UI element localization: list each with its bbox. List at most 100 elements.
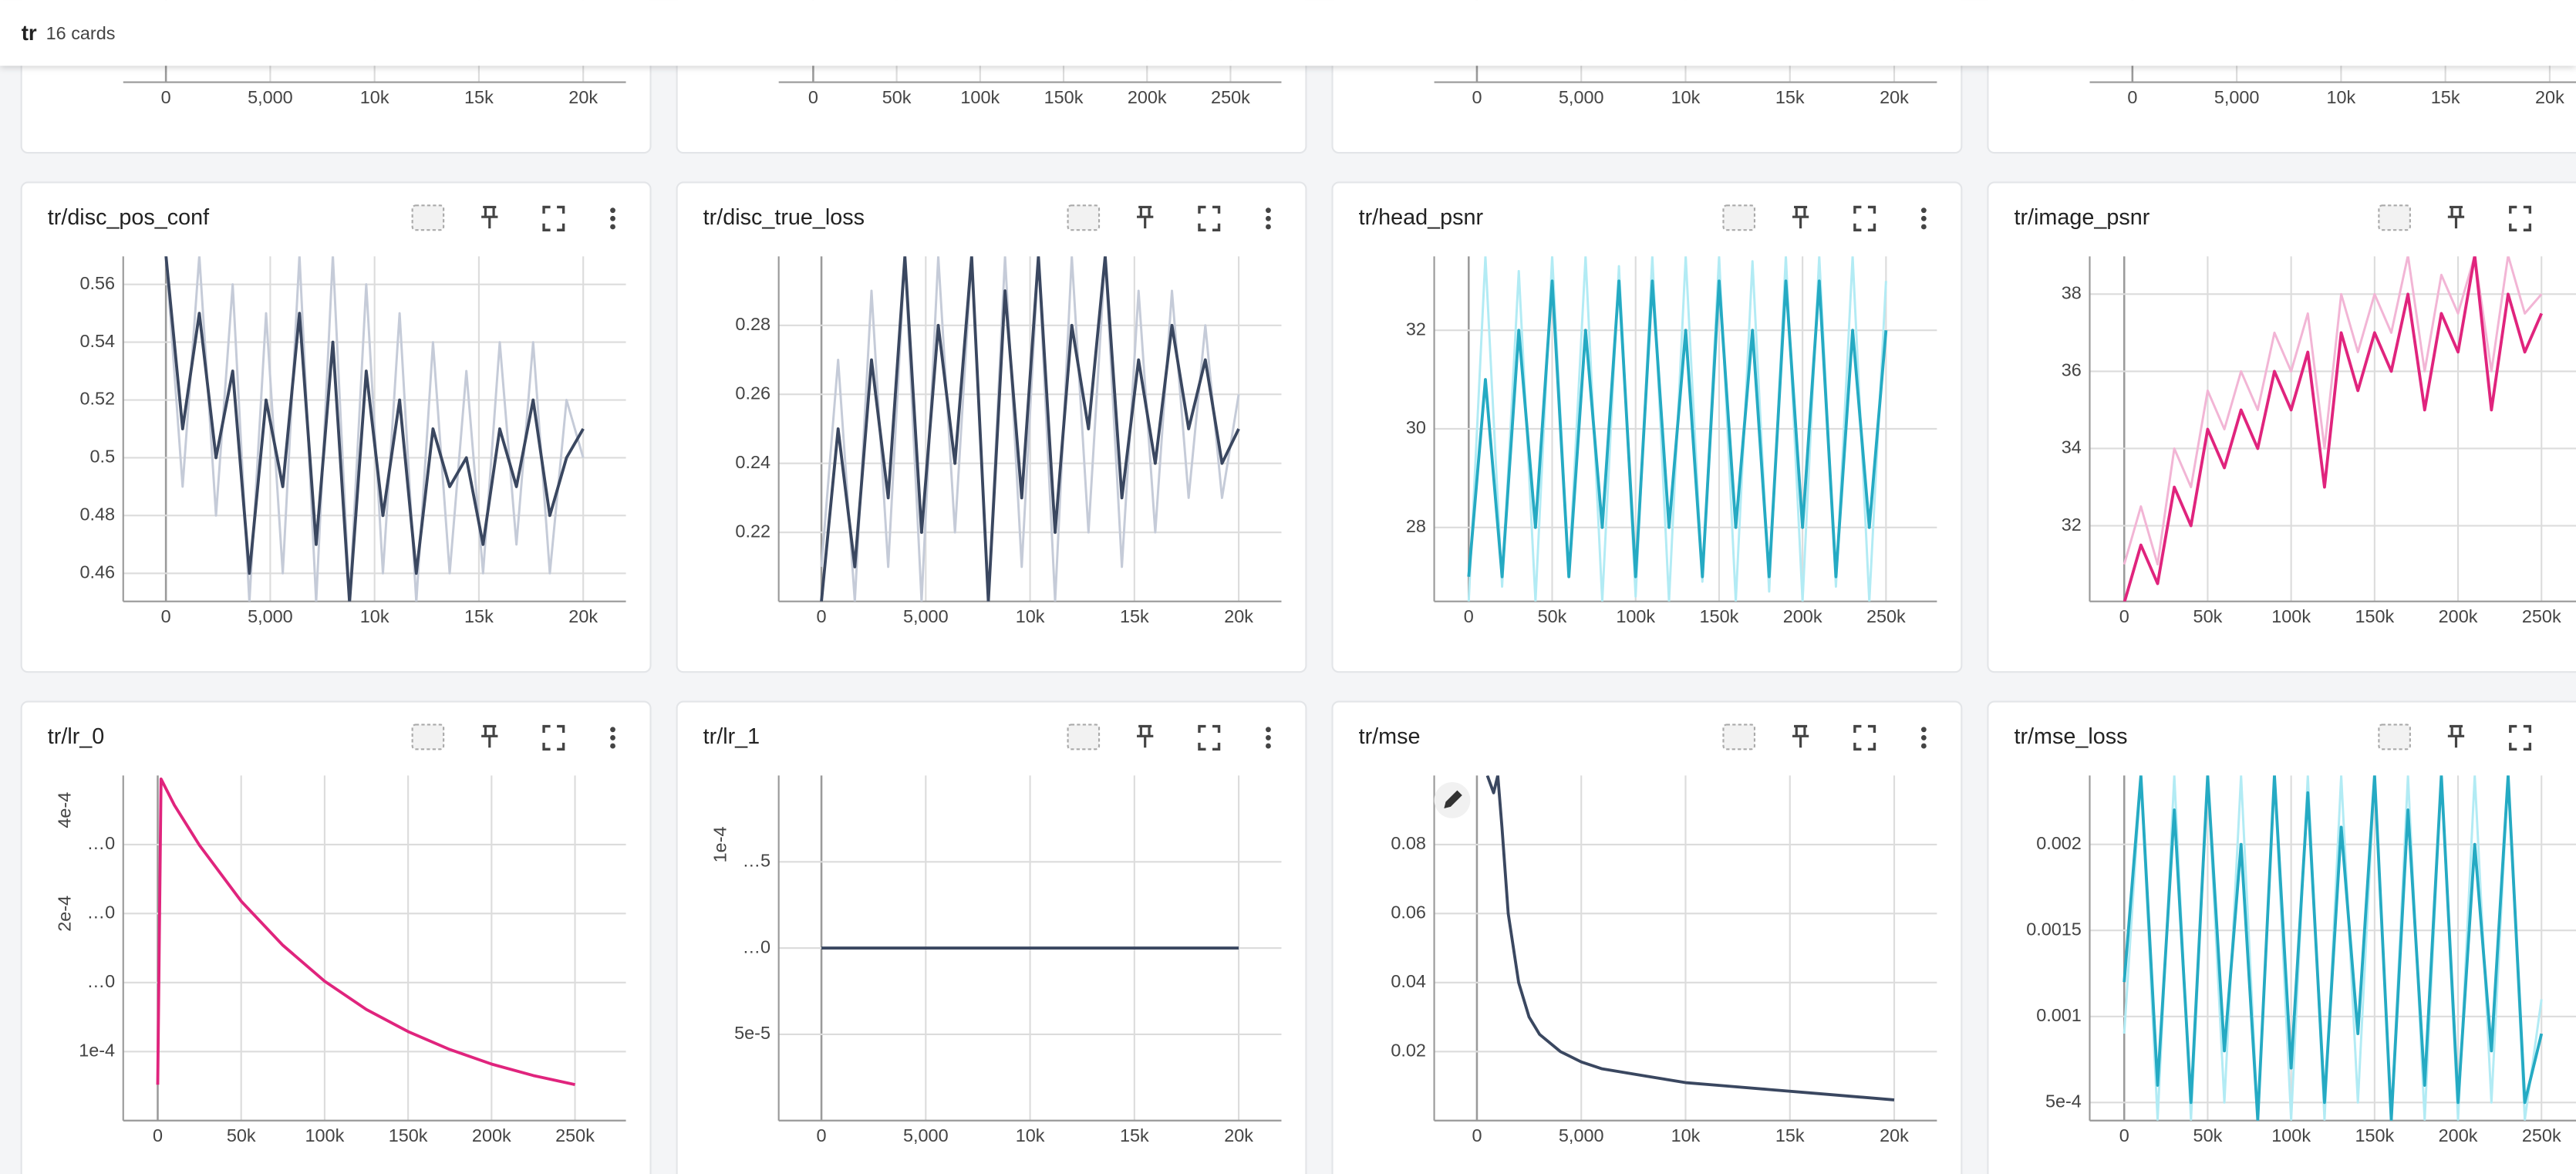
series-line [164, 256, 585, 602]
card-title: tr/lr_1 [703, 724, 760, 749]
x-tick-label: 200k [2439, 606, 2478, 626]
pin-button[interactable] [481, 205, 498, 229]
menu-dot[interactable] [1920, 207, 1927, 214]
y-tick-label: 32 [2062, 514, 2082, 535]
x-tick-label: 0 [153, 1125, 163, 1145]
menu-dot[interactable] [1266, 727, 1271, 733]
menu-dot[interactable] [1920, 727, 1927, 733]
y-tick-label: 0.56 [80, 273, 116, 293]
menu-dot[interactable] [610, 735, 615, 740]
plot [156, 777, 575, 1087]
menu-dot[interactable] [1266, 743, 1271, 749]
fit-domain-button[interactable] [2378, 724, 2411, 751]
x-tick-label: 200k [472, 1125, 511, 1145]
menu-dot[interactable] [610, 224, 615, 230]
card-background [20, 181, 652, 673]
fit-domain-button[interactable] [411, 204, 445, 231]
pin-button[interactable] [1792, 205, 1809, 229]
pin-button[interactable] [2447, 205, 2465, 229]
plot [1485, 775, 1895, 1101]
card-background [676, 700, 1307, 1174]
card-title: tr/mse_loss [2015, 724, 2128, 749]
x-tick-label: 20k [1880, 1125, 1909, 1145]
card-title: tr/lr_0 [48, 724, 104, 749]
fullscreen-button[interactable] [1853, 205, 1876, 231]
x-tick-label: 100k [2271, 606, 2311, 626]
series-line [820, 256, 1240, 602]
pin-button[interactable] [481, 724, 498, 748]
menu-dot[interactable] [610, 743, 615, 749]
pin-button[interactable] [1137, 724, 1154, 748]
fit-domain-button[interactable] [2378, 204, 2411, 231]
card-title: tr/disc_true_loss [703, 205, 865, 230]
menu-dot[interactable] [1266, 207, 1271, 214]
y-tick-label: 0.52 [80, 389, 116, 409]
x-tick-label: 50k [882, 87, 912, 107]
menu-dot[interactable] [1920, 215, 1927, 221]
pin-button[interactable] [1137, 205, 1154, 229]
menu-dot[interactable] [1266, 735, 1271, 740]
fullscreen-button[interactable] [2509, 724, 2532, 751]
menu-dot[interactable] [610, 727, 615, 733]
x-tick-label: 5,000 [1559, 87, 1604, 107]
axis-annotation: 4e-4 [54, 792, 74, 828]
x-tick-label: 20k [1880, 87, 1909, 107]
fit-domain-button[interactable] [1722, 204, 1756, 231]
menu-dot[interactable] [610, 207, 615, 214]
fit-domain-button[interactable] [1722, 724, 1756, 751]
x-tick-label: 5,000 [248, 606, 293, 626]
fullscreen-button[interactable] [1198, 724, 1221, 751]
x-tick-label: 0 [817, 606, 827, 626]
top-bar [0, 0, 2576, 66]
menu-dot[interactable] [1266, 215, 1271, 221]
menu-dot[interactable] [1920, 224, 1927, 230]
x-tick-label: 15k [1775, 87, 1805, 107]
x-tick-label: 50k [227, 1125, 256, 1145]
fit-domain-button[interactable] [1067, 204, 1101, 231]
pin-button[interactable] [2447, 724, 2465, 748]
fullscreen-button[interactable] [1853, 724, 1876, 751]
x-tick-label: 20k [1224, 1125, 1253, 1145]
axis-annotation: 1e-4 [710, 826, 730, 862]
y-tick-label: …0 [87, 833, 115, 853]
card-background [676, 181, 1307, 673]
series-line [1467, 279, 1888, 579]
x-tick-label: 15k [1120, 1125, 1149, 1145]
x-tick-label: 250k [2522, 1125, 2561, 1145]
y-tick-label: …0 [743, 936, 770, 956]
x-tick-label: 150k [389, 1125, 428, 1145]
fullscreen-button[interactable] [2509, 205, 2532, 231]
fullscreen-button[interactable] [1198, 205, 1221, 231]
x-tick-label: 250k [1866, 606, 1906, 626]
card-count: 16 cards [46, 23, 116, 43]
x-tick-label: 20k [2535, 87, 2564, 107]
y-tick-label: 0.0015 [2026, 919, 2082, 939]
plot [1467, 256, 1888, 602]
fullscreen-button[interactable] [542, 724, 565, 751]
menu-dot[interactable] [1266, 224, 1271, 230]
menu-dot[interactable] [1920, 735, 1927, 740]
y-tick-label: 0.001 [2036, 1005, 2082, 1025]
fullscreen-button[interactable] [542, 205, 565, 231]
x-tick-label: 15k [2431, 87, 2460, 107]
card-background [1331, 700, 1963, 1174]
x-tick-label: 200k [2439, 1125, 2478, 1145]
y-tick-label: 0.54 [80, 331, 116, 351]
fit-domain-button[interactable] [411, 724, 445, 751]
card: tr/lr_0 0 50k 100k 150k 200k 250k 1e-4 …0 …0 …0 4e-… [20, 700, 652, 1174]
edit-icon [1444, 790, 1462, 809]
pin-button[interactable] [1792, 724, 1809, 748]
y-tick-label: 0.28 [735, 314, 770, 334]
y-tick-label: 1e-4 [79, 1040, 115, 1060]
menu-dot[interactable] [610, 215, 615, 221]
y-tick-label: 36 [2062, 360, 2082, 380]
x-tick-label: 0 [1472, 87, 1482, 107]
x-tick-label: 150k [1700, 606, 1739, 626]
card: tr/mse 0 5,000 10k 15k 20k 0.02 0.04 0.06 0.08 [1331, 700, 1963, 1174]
y-tick-label: …5 [743, 850, 770, 870]
menu-dot[interactable] [1920, 743, 1927, 749]
card-title: tr/image_psnr [2015, 205, 2150, 230]
fit-domain-button[interactable] [1067, 724, 1101, 751]
x-tick-label: 0 [2119, 1125, 2129, 1145]
